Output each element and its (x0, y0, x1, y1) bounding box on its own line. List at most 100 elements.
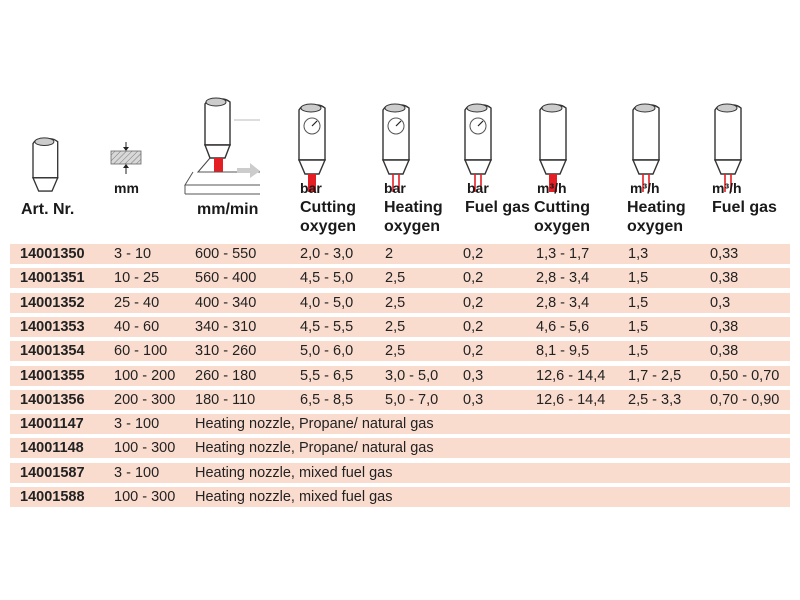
cell-thickness: 10 - 25 (114, 270, 160, 287)
nozzle-gauge-cutting-icon (298, 103, 326, 192)
cell-thickness: 40 - 60 (114, 318, 160, 335)
header-label: Cutting (300, 199, 356, 216)
nozzle-heating-flow-icon (632, 103, 660, 192)
cell-art: 14001355 (20, 367, 85, 384)
cell-fuel-flow: 0,70 - 0,90 (710, 391, 780, 408)
cell-art: 14001354 (20, 343, 85, 360)
cell-heat-o2-bar: 2,5 (385, 294, 406, 311)
header-label: Art. Nr. (21, 201, 75, 218)
nozzle-gauge-fuel-icon (464, 103, 492, 192)
cell-art: 14001587 (20, 464, 85, 481)
cell-thickness: 3 - 100 (114, 416, 160, 433)
cell-speed: 600 - 550 (195, 246, 257, 262)
cell-thickness: 200 - 300 (114, 391, 176, 408)
nozzle-gauge-heating-icon (382, 103, 410, 192)
cell-speed: 260 - 180 (195, 367, 257, 384)
cell-description: Heating nozzle, mixed fuel gas (195, 464, 393, 481)
cell-description: Heating nozzle, Propane/ natural gas (195, 440, 434, 457)
header-fuel-gas-bar: bar Fuel gas (465, 179, 530, 217)
cell-thickness: 100 - 300 (114, 489, 176, 505)
cell-fuel-flow: 0,38 (710, 318, 739, 335)
cell-thickness: 3 - 10 (114, 246, 152, 262)
cell-art: 14001352 (20, 294, 85, 311)
header-label: Fuel gas (712, 199, 777, 216)
header-unit: m³/h (712, 180, 742, 196)
cell-fuel-bar: 0,2 (463, 343, 484, 360)
header-cutting-oxygen-bar: bar Cutting oxygen (300, 179, 356, 236)
header-label: mm/min (197, 201, 259, 218)
cell-heat-o2-flow: 1,5 (628, 318, 649, 335)
header-label: Heating (384, 199, 443, 216)
cell-cut-o2-flow: 8,1 - 9,5 (536, 343, 590, 360)
header-art-nr: Art. Nr. (21, 200, 74, 219)
cell-fuel-bar: 0,3 (463, 367, 484, 384)
cell-fuel-bar: 0,2 (463, 270, 484, 287)
header-label: Fuel gas (465, 199, 530, 216)
cell-heat-o2-flow: 2,5 - 3,3 (628, 391, 682, 408)
header-unit: m³/h (630, 180, 660, 196)
table-row: 14001352 25 - 40 400 - 340 4,0 - 5,0 2,5 0,2 2… (10, 292, 790, 313)
cell-cut-o2-bar: 2,0 - 3,0 (300, 246, 354, 262)
nozzle-icon (31, 137, 59, 192)
cell-heat-o2-flow: 1,3 (628, 246, 649, 262)
cell-heat-o2-flow: 1,5 (628, 294, 649, 311)
cell-fuel-bar: 0,2 (463, 318, 484, 335)
cell-cut-o2-flow: 2,8 - 3,4 (536, 270, 590, 287)
cell-fuel-bar: 0,2 (463, 294, 484, 311)
cell-cut-o2-flow: 2,8 - 3,4 (536, 294, 590, 311)
cell-heat-o2-flow: 1,5 (628, 270, 649, 287)
cell-cut-o2-bar: 4,5 - 5,5 (300, 318, 354, 335)
cell-cut-o2-bar: 4,0 - 5,0 (300, 294, 354, 311)
header-unit: m³/h (537, 180, 567, 196)
cell-speed: 340 - 310 (195, 318, 257, 335)
header-label: Cutting (534, 199, 590, 216)
table-row: 14001587 3 - 100 Heating nozzle, mixed fue… (10, 462, 790, 483)
cell-heat-o2-bar: 3,0 - 5,0 (385, 367, 439, 384)
cell-thickness: 100 - 300 (114, 440, 176, 457)
header-thickness: mm (114, 179, 139, 198)
header-label: oxygen (534, 218, 591, 235)
cell-description: Heating nozzle, mixed fuel gas (195, 489, 393, 505)
cell-heat-o2-bar: 5,0 - 7,0 (385, 391, 439, 408)
header-unit: mm (114, 180, 139, 196)
table-row: 14001355 100 - 200 260 - 180 5,5 - 6,5 3,0 -… (10, 365, 790, 386)
cell-heat-o2-flow: 1,7 - 2,5 (628, 367, 682, 384)
cell-heat-o2-flow: 1,5 (628, 343, 649, 360)
cell-art: 14001148 (20, 440, 84, 457)
cell-cut-o2-flow: 1,3 - 1,7 (536, 246, 590, 262)
cell-speed: 560 - 400 (195, 270, 257, 287)
cell-fuel-flow: 0,3 (710, 294, 731, 311)
cell-art: 14001356 (20, 391, 85, 408)
header-unit: bar (467, 180, 489, 196)
cell-speed: 400 - 340 (195, 294, 257, 311)
header-heating-oxygen-bar: bar Heating oxygen (384, 179, 443, 236)
cell-thickness: 3 - 100 (114, 464, 160, 481)
cell-cut-o2-bar: 6,5 - 8,5 (300, 391, 354, 408)
table-row: 14001356 200 - 300 180 - 110 6,5 - 8,5 5,0 -… (10, 389, 790, 410)
cell-thickness: 100 - 200 (114, 367, 176, 384)
cell-fuel-flow: 0,38 (710, 343, 739, 360)
cell-art: 14001350 (20, 246, 85, 262)
cutting-speed-icon (184, 97, 260, 195)
cell-fuel-flow: 0,33 (710, 246, 739, 262)
cell-heat-o2-bar: 2 (385, 246, 394, 262)
cell-cut-o2-bar: 4,5 - 5,0 (300, 270, 354, 287)
header-label: Heating (627, 199, 686, 216)
table-row: 14001148 100 - 300 Heating nozzle, Propane… (10, 438, 790, 459)
cell-heat-o2-bar: 2,5 (385, 318, 406, 335)
cell-fuel-flow: 0,50 - 0,70 (710, 367, 780, 384)
cell-heat-o2-bar: 2,5 (385, 270, 406, 287)
cell-cut-o2-bar: 5,0 - 6,0 (300, 343, 354, 360)
cell-art: 14001147 (20, 416, 84, 433)
table-row: 14001354 60 - 100 310 - 260 5,0 - 6,0 2,5 0,2… (10, 341, 790, 362)
cell-art: 14001353 (20, 318, 85, 335)
header-speed: mm/min (197, 200, 258, 219)
header-cutting-oxygen-flow: m³/h Cutting oxygen (534, 179, 590, 236)
cell-fuel-bar: 0,3 (463, 391, 484, 408)
header-heating-oxygen-flow: m³/h Heating oxygen (627, 179, 686, 236)
header-icons (31, 97, 742, 195)
cell-cut-o2-flow: 12,6 - 14,4 (536, 391, 606, 408)
cell-art: 14001351 (20, 270, 85, 287)
header-unit: bar (300, 180, 322, 196)
table-row: 14001353 40 - 60 340 - 310 4,5 - 5,5 2,5 0,2 4… (10, 316, 790, 337)
